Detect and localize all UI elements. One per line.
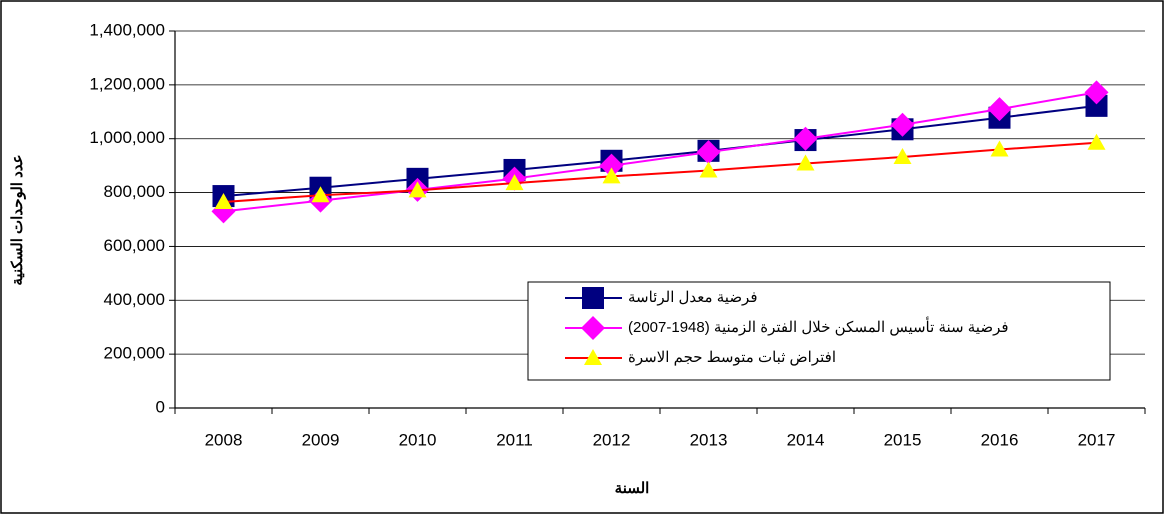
legend-box: [527, 281, 1111, 381]
y-tick-label: 1,400,000: [89, 20, 165, 39]
marker: [214, 192, 233, 209]
x-tick-label: 2008: [205, 430, 243, 449]
x-tick-label: 2017: [1078, 430, 1116, 449]
marker: [408, 181, 427, 198]
legend-marker: [581, 316, 605, 340]
y-tick-label: 0: [156, 397, 165, 416]
x-tick-label: 2012: [593, 430, 631, 449]
x-tick-label: 2010: [399, 430, 437, 449]
y-tick-label: 800,000: [104, 182, 165, 201]
series-line: [223, 91, 1097, 213]
y-tick-label: 200,000: [104, 344, 165, 363]
legend-label: فرضية سنة تأسيس المسكن خلال الفترة الزمن…: [628, 317, 1009, 336]
y-tick-label: 400,000: [104, 290, 165, 309]
marker: [602, 167, 621, 184]
marker: [987, 97, 1012, 122]
marker: [890, 112, 915, 137]
x-tick-label: 2015: [884, 430, 922, 449]
legend-marker: [584, 349, 602, 365]
x-axis-title: السنة: [615, 480, 650, 497]
marker: [1085, 94, 1108, 117]
y-axis-title: عدد الوحدات السكنية: [9, 154, 26, 285]
marker: [990, 140, 1009, 157]
y-tick-label: 1,200,000: [89, 74, 165, 93]
marker: [1087, 133, 1106, 150]
x-tick-label: 2016: [981, 430, 1019, 449]
x-tick-label: 2014: [787, 430, 825, 449]
marker: [599, 153, 624, 178]
series-line: [223, 104, 1097, 198]
legend-marker: [582, 287, 604, 309]
x-tick-label: 2009: [302, 430, 340, 449]
marker: [311, 186, 330, 203]
marker: [1084, 80, 1109, 105]
y-tick-label: 600,000: [104, 236, 165, 255]
x-tick-label: 2011: [496, 430, 533, 449]
legend-label: فرضية معدل الرئاسة: [628, 289, 758, 306]
series-line: [223, 141, 1097, 203]
marker: [893, 148, 912, 165]
marker: [696, 140, 721, 165]
marker: [796, 154, 815, 171]
y-tick-label: 1,000,000: [89, 128, 165, 147]
legend-label: افتراض ثبات متوسط حجم الاسرة: [628, 349, 836, 366]
marker: [699, 161, 718, 178]
x-tick-label: 2013: [690, 430, 728, 449]
marker: [793, 126, 818, 151]
marker: [505, 174, 524, 191]
